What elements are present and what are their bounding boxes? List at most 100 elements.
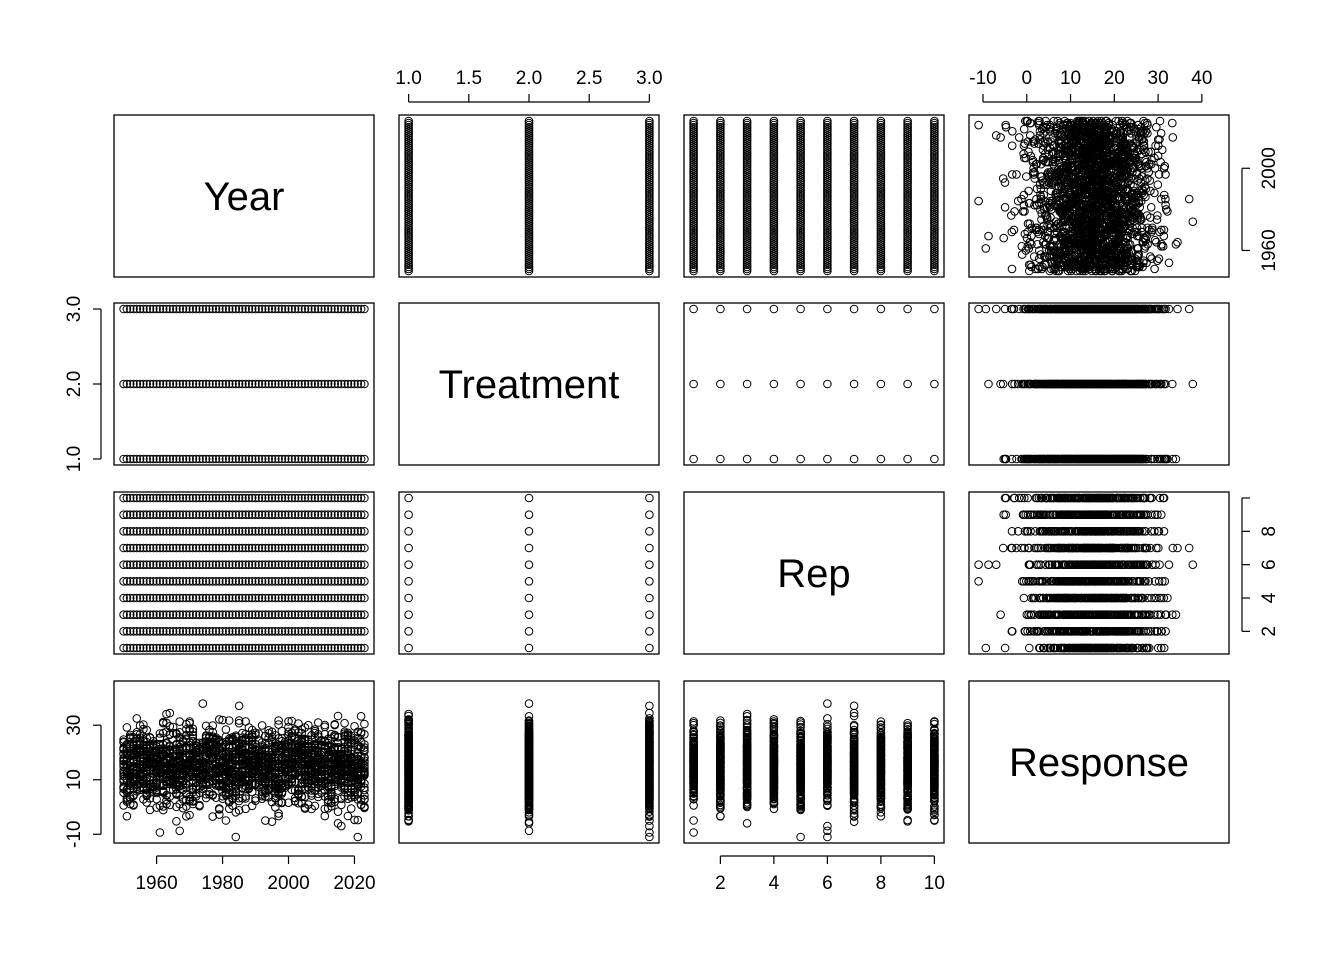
data-point xyxy=(876,145,886,155)
data-point xyxy=(796,186,805,196)
data-point xyxy=(930,182,939,192)
data-point xyxy=(903,203,912,212)
data-point xyxy=(876,203,886,212)
data-point xyxy=(1155,227,1164,237)
data-point xyxy=(716,244,725,253)
data-point xyxy=(645,131,654,140)
data-point xyxy=(689,227,698,237)
data-point xyxy=(1024,186,1033,196)
data-point xyxy=(524,149,534,159)
data-point xyxy=(645,205,654,214)
data-point xyxy=(903,159,912,169)
data-point xyxy=(742,227,752,237)
data-point xyxy=(930,209,939,218)
panel-year-vs-response xyxy=(968,114,1230,278)
data-point xyxy=(404,149,413,159)
data-point xyxy=(849,159,859,169)
data-point xyxy=(823,225,832,235)
points-treatment-vs-year xyxy=(119,304,369,464)
data-point xyxy=(689,198,698,208)
data-point xyxy=(524,610,534,620)
data-point xyxy=(742,131,752,140)
data-point xyxy=(645,543,654,553)
data-point xyxy=(796,262,805,272)
data-point xyxy=(823,149,832,159)
data-point xyxy=(849,176,859,185)
data-point xyxy=(404,493,413,503)
data-point xyxy=(903,141,912,150)
data-point xyxy=(796,153,805,163)
data-point xyxy=(769,254,779,264)
data-point xyxy=(1164,560,1174,570)
data-point xyxy=(1168,133,1178,142)
data-point xyxy=(645,145,654,155)
data-point xyxy=(645,250,654,259)
data-point xyxy=(404,610,413,620)
data-point xyxy=(796,198,805,208)
data-point xyxy=(876,235,886,245)
data-point xyxy=(903,186,912,196)
data-point xyxy=(823,116,832,126)
data-point xyxy=(823,254,832,264)
data-point xyxy=(716,186,725,196)
data-point xyxy=(404,560,413,570)
data-point xyxy=(930,176,939,185)
data-point xyxy=(796,221,805,231)
data-point xyxy=(769,176,779,185)
data-point xyxy=(876,304,886,314)
data-point xyxy=(1121,248,1131,257)
data-point xyxy=(404,231,413,241)
panel-treatment-vs-response xyxy=(968,302,1230,466)
data-point xyxy=(1153,180,1163,189)
data-point xyxy=(903,182,912,192)
data-point xyxy=(645,240,654,249)
data-point xyxy=(689,221,698,231)
data-point xyxy=(645,149,654,159)
data-point xyxy=(849,266,859,276)
data-point xyxy=(645,135,654,144)
data-point xyxy=(769,141,779,150)
points-rep-vs-treatment xyxy=(404,493,654,653)
data-point xyxy=(930,304,939,314)
data-point xyxy=(524,172,534,181)
data-point xyxy=(524,135,534,144)
data-point xyxy=(823,122,832,132)
data-point xyxy=(849,454,859,464)
data-point xyxy=(769,240,779,249)
data-point xyxy=(404,593,413,603)
points-rep-vs-response xyxy=(974,493,1198,653)
data-point xyxy=(689,379,698,389)
data-point xyxy=(1173,237,1182,247)
data-point xyxy=(742,135,752,144)
panel-year-vs-rep xyxy=(683,114,945,278)
data-point xyxy=(769,246,779,255)
data-point xyxy=(404,240,413,249)
data-point xyxy=(689,122,698,132)
points-year-vs-response xyxy=(974,116,1198,276)
data-point xyxy=(849,164,859,173)
data-point xyxy=(716,235,725,245)
points-treatment-vs-rep xyxy=(689,304,939,464)
data-point xyxy=(1128,254,1137,264)
data-point xyxy=(930,164,939,173)
data-point xyxy=(742,176,752,185)
data-point xyxy=(823,221,832,231)
data-point xyxy=(742,244,752,253)
data-point xyxy=(823,209,832,218)
data-point xyxy=(1171,240,1181,249)
data-point xyxy=(849,135,859,144)
data-point xyxy=(930,240,939,249)
data-point xyxy=(524,225,534,235)
data-point xyxy=(769,139,779,148)
data-point xyxy=(1145,176,1155,185)
data-point xyxy=(796,139,805,148)
data-point xyxy=(876,135,886,144)
data-point xyxy=(849,203,859,212)
data-point xyxy=(796,190,805,200)
data-point xyxy=(796,225,805,235)
data-point xyxy=(930,153,939,163)
data-point xyxy=(524,209,534,218)
data-point xyxy=(903,225,912,235)
data-point xyxy=(823,131,832,140)
data-point xyxy=(796,250,805,259)
